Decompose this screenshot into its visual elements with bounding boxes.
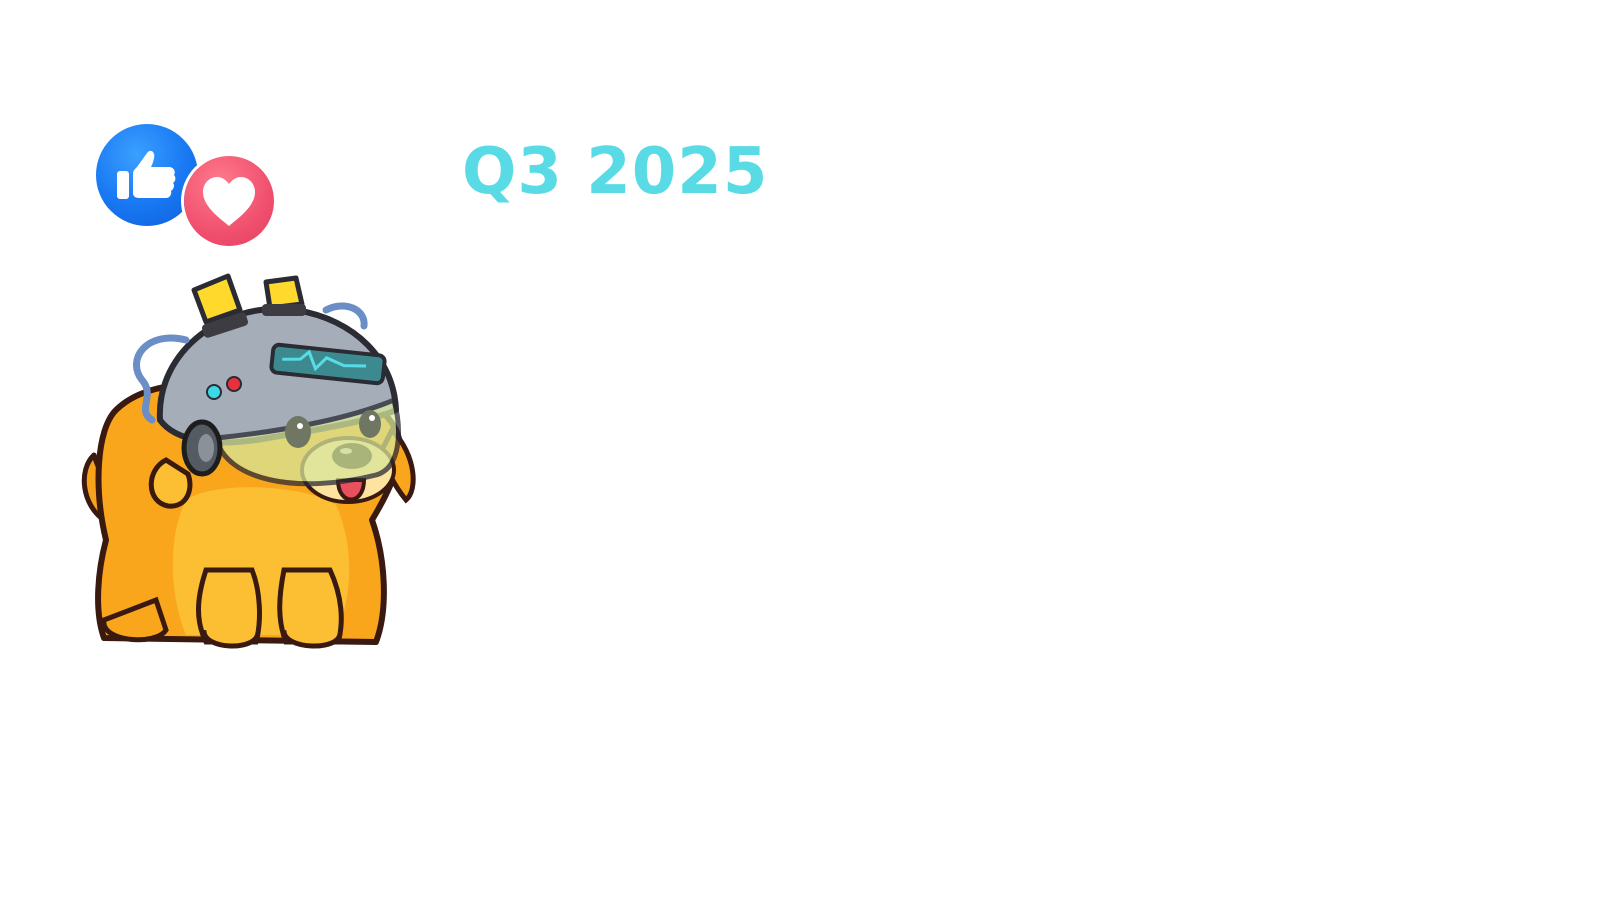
dog-mascot-icon bbox=[81, 273, 416, 649]
period-title: Q3 2025 bbox=[462, 135, 769, 209]
like-reaction-icon bbox=[96, 124, 198, 226]
thumbs-up-icon bbox=[117, 150, 176, 199]
heart-icon bbox=[203, 177, 255, 226]
dog-mascot-illustration bbox=[76, 270, 426, 662]
love-reaction-icon bbox=[184, 156, 274, 246]
reaction-icons bbox=[96, 124, 276, 246]
